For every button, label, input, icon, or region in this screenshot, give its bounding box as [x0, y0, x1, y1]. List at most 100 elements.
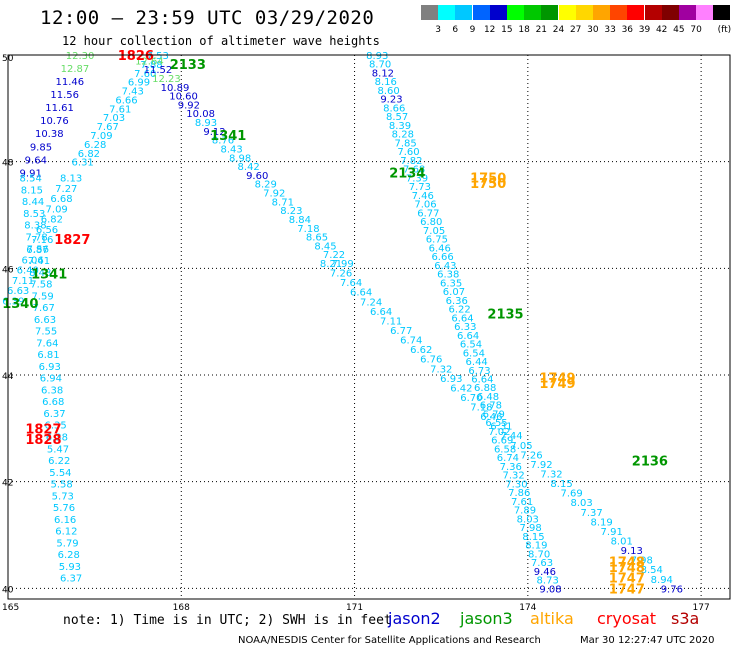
wave-height-value: 8.23 — [280, 206, 302, 217]
wave-height-value: 12.87 — [61, 64, 90, 75]
pass-time-label: 1341 — [31, 268, 67, 283]
wave-height-value: 8.42 — [238, 162, 260, 173]
wave-height-value: 7.98 — [631, 556, 653, 567]
wave-height-value: 9.92 — [178, 100, 200, 111]
wave-height-value: 7.58 — [30, 280, 52, 291]
wave-height-value: 7.09 — [90, 131, 112, 142]
credit-line: NOAA/NESDIS Center for Satellite Applica… — [238, 635, 541, 646]
wave-height-value: 9.85 — [30, 142, 52, 153]
wave-height-value: 7.24 — [360, 297, 382, 308]
wave-height-value: 6.94 — [40, 374, 62, 385]
legend-tick-label: 39 — [638, 25, 651, 35]
wave-height-value: 7.89 — [514, 506, 536, 517]
wave-height-value: 8.76 — [212, 136, 234, 147]
wave-height-value: 8.54 — [641, 565, 663, 576]
wave-height-value: 9.23 — [380, 95, 402, 106]
wave-height-value: 7.44 — [500, 431, 522, 442]
wave-height-value: 7.11 — [380, 316, 402, 327]
wave-height-value: 6.64 — [350, 288, 372, 299]
wave-height-value: 10.60 — [169, 92, 198, 103]
wave-height-value: 6.68 — [42, 397, 64, 408]
wave-height-value: 8.84 — [289, 215, 311, 226]
wave-height-value: 7.53 — [147, 51, 169, 62]
wave-height-value: 8.98 — [229, 153, 251, 164]
wave-height-value: 7.67 — [97, 122, 119, 133]
pass-time-label: 1827 — [25, 422, 61, 437]
wave-height-value: 8.48 — [29, 268, 51, 279]
wave-height-value: 6.66 — [431, 252, 453, 263]
pass-time-label: 1747 — [609, 582, 645, 597]
wave-height-value: 7.18 — [297, 224, 319, 235]
x-tick-label: 177 — [693, 603, 710, 613]
wave-height-value: 6.64 — [370, 307, 392, 318]
wave-height-value: 7.05 — [423, 226, 445, 237]
wave-height-value: 7.32 — [502, 471, 524, 482]
wave-height-value: 8.03 — [517, 514, 539, 525]
wave-height-value: 7.88 — [140, 60, 162, 71]
wave-height-value: 7.46 — [412, 191, 434, 202]
legend-tick-label: 45 — [673, 25, 685, 35]
wave-height-value: 6.69 — [491, 436, 513, 447]
wave-height-value: 8.66 — [383, 103, 405, 114]
wave-height-value: 6.93 — [440, 374, 462, 385]
track-3: 8.137.276.687.096.826.567.166.876.066.40… — [2, 174, 82, 308]
wave-height-value: 8.43 — [220, 144, 242, 155]
wave-height-value: 6.74 — [497, 453, 519, 464]
wave-height-value: 7.85 — [395, 138, 417, 149]
pass-time-label: 1747 — [609, 572, 645, 587]
pass-time-label: 2135 — [487, 308, 523, 323]
legend-swatch — [524, 5, 542, 20]
wave-height-value: 6.35 — [440, 278, 462, 289]
wave-height-value: 7.86 — [508, 488, 530, 499]
legend-unit-label: (ft) — [717, 25, 732, 35]
legend-tick-label: 6 — [452, 25, 459, 35]
track-5: 12.6411.5212.2310.8910.609.9210.088.939.… — [135, 56, 354, 270]
wave-height-value: 7.03 — [103, 113, 125, 124]
pass-time-label: 1748 — [609, 561, 645, 576]
wave-height-value: 7.05 — [510, 441, 532, 452]
chart-title: 12:00 – 23:59 UTC 03/29/2020 — [40, 7, 375, 29]
wave-height-value: 7.06 — [414, 200, 436, 211]
legend-tick-label: 12 — [483, 25, 496, 35]
wave-height-value: 5.79 — [56, 538, 78, 549]
wave-height-value: 8.15 — [21, 185, 43, 196]
wave-height-value: 6.64 — [471, 374, 493, 385]
wave-height-value: 6.79 — [483, 409, 505, 420]
wave-height-value: 8.12 — [372, 68, 394, 79]
legend-tick-label: 33 — [604, 25, 616, 35]
pass-time-label: 1749 — [539, 377, 575, 392]
wave-height-value: 10.08 — [186, 109, 215, 120]
wave-height-value: 6.63 — [7, 286, 29, 297]
wave-height-value: 6.31 — [72, 158, 94, 169]
wave-height-value: 7.82 — [400, 156, 422, 167]
wave-height-value: 7.32 — [430, 364, 452, 375]
wave-height-value: 6.68 — [50, 194, 72, 205]
wave-height-value: 12.30 — [66, 51, 95, 62]
wave-height-value: 9.08 — [539, 584, 561, 595]
wave-height-value: 11.56 — [50, 90, 79, 101]
legend-swatch — [661, 5, 679, 20]
wave-height-value: 9.13 — [621, 546, 643, 557]
wave-height-value: 8.01 — [611, 536, 633, 547]
wave-height-value: 5.73 — [52, 491, 74, 502]
legend-tick-label: 42 — [655, 25, 668, 35]
wave-height-value: 8.03 — [570, 498, 592, 509]
wave-height-tracks: 12.30 12.87 11.46 11.56 11.61 10.76 10.38 9.85 9… — [2, 51, 683, 595]
wave-height-value: 7.73 — [409, 182, 431, 193]
legend-swatch — [610, 5, 628, 20]
track-7: 8.217.267.646.647.246.647.116.776.746.62… — [320, 259, 683, 595]
wave-height-value: 5.93 — [59, 562, 81, 573]
pass-time-label: 2133 — [170, 58, 206, 73]
pass-time-label: 1341 — [210, 129, 246, 144]
chart-subtitle: 12 hour collection of altimeter wave hei… — [62, 34, 380, 48]
wave-height-value: 6.78 — [480, 401, 502, 412]
wave-height-value: 8.60 — [377, 86, 399, 97]
wave-height-value: 7.61 — [109, 104, 131, 115]
wave-height-value: 6.70 — [460, 393, 482, 404]
wave-height-value: 7.30 — [505, 479, 527, 490]
generated-timestamp: Mar 30 12:27:47 UTC 2020 — [580, 635, 715, 646]
wave-height-value: 6.46 — [480, 412, 502, 423]
wave-height-value: 6.12 — [55, 527, 77, 538]
wave-height-value: 7.98 — [520, 523, 542, 534]
